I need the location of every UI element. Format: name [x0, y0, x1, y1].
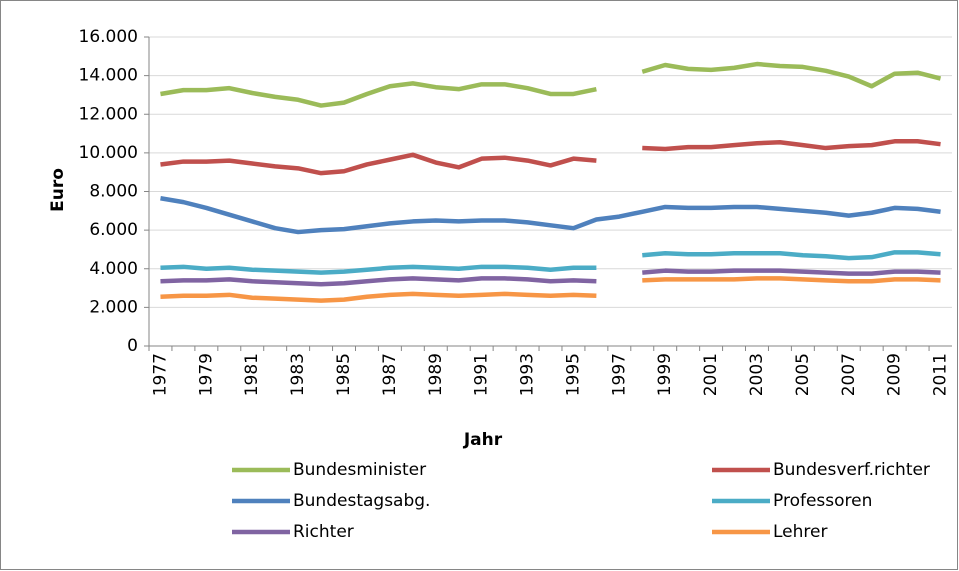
x-tick-label: 1981 [242, 353, 262, 396]
y-tick-label: 16.000 [79, 27, 138, 47]
legend-label: Bundestagsabg. [293, 491, 430, 511]
legend-label: Richter [293, 522, 354, 542]
legend-label: Bundesminister [293, 460, 426, 480]
x-tick-label: 1995 [563, 353, 583, 396]
legend-label: Lehrer [773, 522, 827, 542]
y-tick-label: 14.000 [79, 66, 138, 86]
y-tick-label: 8.000 [89, 182, 138, 202]
x-tick-label: 2001 [701, 353, 721, 396]
series-line [160, 61, 942, 108]
y-tick-label: 2.000 [89, 297, 138, 317]
x-tick-label: 1979 [196, 353, 216, 396]
x-tick-label: 2011 [931, 353, 951, 396]
x-tick-label: 2003 [747, 353, 767, 396]
series-line [160, 196, 941, 235]
x-tick-label: 1993 [518, 353, 538, 396]
y-tick-label: 6.000 [89, 220, 138, 240]
legend-label: Bundesverf.richter [773, 460, 930, 480]
series-line [160, 268, 941, 287]
legend-label: Professoren [773, 491, 872, 511]
x-tick-label: 1999 [655, 353, 675, 396]
y-tick-label: 12.000 [79, 104, 138, 124]
x-tick-label: 1991 [472, 353, 492, 396]
y-tick-label: 10.000 [79, 143, 138, 163]
x-tick-label: 1983 [288, 353, 308, 396]
x-tick-label: 1977 [150, 353, 170, 396]
series-line [160, 276, 941, 303]
x-tick-label: 1985 [334, 353, 354, 396]
x-tick-label: 1997 [609, 353, 629, 396]
x-tick-label: 1989 [426, 353, 446, 396]
x-tick-label: 2009 [885, 353, 905, 396]
y-tick-label: 4.000 [89, 259, 138, 279]
y-axis-title: Euro [48, 168, 68, 212]
x-axis-title: Jahr [463, 430, 503, 450]
series-line [160, 139, 941, 176]
series-line [160, 250, 941, 275]
x-tick-label: 2005 [793, 353, 813, 396]
y-tick-label: 0 [127, 336, 138, 356]
x-tick-label: 2007 [839, 353, 859, 396]
x-tick-label: 1987 [380, 353, 400, 396]
